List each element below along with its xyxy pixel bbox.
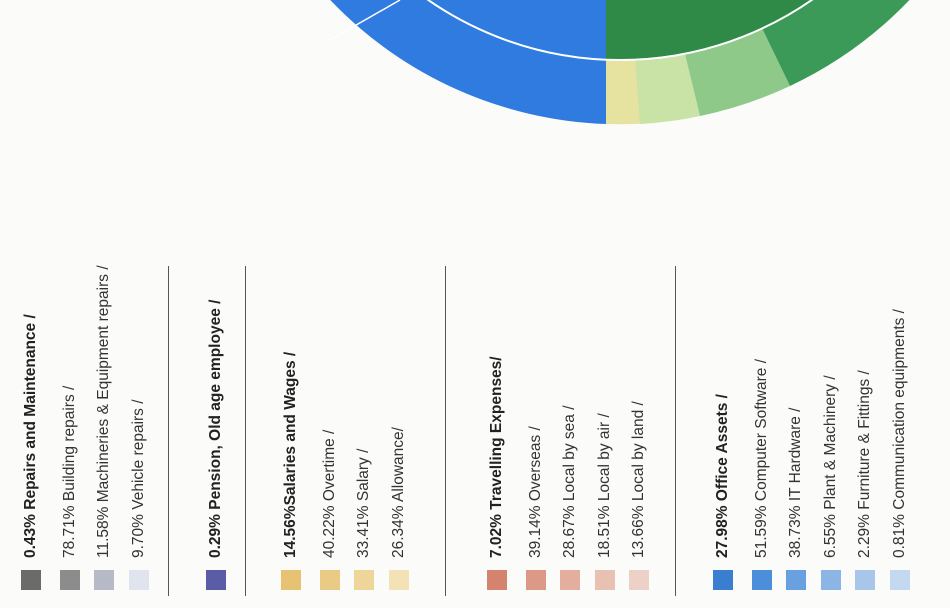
legend-item: 38.73% IT Hardware /: [785, 408, 807, 590]
section-title: 7.02% Travelling Expenses/: [488, 356, 505, 558]
color-swatch: [94, 570, 114, 590]
color-swatch: [59, 570, 80, 590]
separator-line: [168, 266, 169, 596]
item-label: 51.59% Computer Software /: [752, 358, 770, 558]
section-header: 0.43% Repairs and Maintenance /: [20, 314, 42, 590]
item-label: 6.55% Plant & Machinery /: [821, 375, 839, 558]
donut-segment: [330, 0, 606, 124]
color-swatch: [594, 570, 615, 590]
legend-item: 18.51% Local by air /: [594, 413, 616, 590]
item-label: 18.51% Local by air /: [595, 413, 613, 558]
legend-item: 0.81% Communication equipments /: [889, 309, 911, 590]
color-swatch: [820, 570, 841, 590]
color-swatch: [560, 570, 580, 590]
legend-item: 13.66% Local by land /: [628, 401, 650, 590]
section-header: 14.56%Salaries and Wages /: [280, 352, 302, 590]
legend-item: 39.14% Overseas /: [525, 426, 547, 590]
legend-item: 33.41% Salary /: [353, 449, 375, 590]
legend-item: 11.58% Machineries & Equipment repairs /: [93, 265, 115, 590]
section-header: 27.98% Office Assets /: [712, 394, 734, 590]
color-swatch: [786, 570, 806, 590]
item-label: 11.58% Machineries & Equipment repairs /: [95, 265, 112, 558]
legend-item: 9.70% Vehicle repairs /: [128, 399, 150, 590]
color-swatch: [525, 570, 546, 590]
item-label: 13.66% Local by land /: [630, 401, 647, 558]
color-swatch: [281, 570, 301, 590]
color-swatch: [319, 570, 340, 590]
donut-segment: [760, 0, 910, 86]
item-label: 9.70% Vehicle repairs /: [129, 399, 147, 558]
color-swatch: [354, 570, 374, 590]
donut-segment: [635, 50, 700, 124]
color-swatch: [629, 570, 649, 590]
item-label: 28.67% Local by sea /: [561, 405, 578, 558]
item-label: 39.14% Overseas /: [526, 426, 544, 558]
color-swatch: [713, 570, 733, 590]
legend-item: 26.34% Allowance/: [388, 427, 410, 590]
legend-item: 51.59% Computer Software /: [751, 359, 773, 590]
item-label: 0.81% Communication equipments /: [890, 309, 908, 558]
item-label: 26.34% Allowance/: [389, 427, 407, 558]
color-swatch: [889, 570, 910, 590]
donut-ring-line: [426, 0, 814, 61]
color-swatch: [751, 570, 772, 590]
color-swatch: [487, 570, 507, 590]
item-label: 38.73% IT Hardware /: [787, 407, 804, 558]
color-swatch: [206, 570, 226, 590]
item-label: 78.71% Building repairs /: [60, 385, 78, 558]
separator-line: [245, 266, 246, 596]
separator-line: [675, 266, 676, 596]
section-header: 0.29% Pension, Old age employee /: [205, 300, 227, 590]
color-swatch: [21, 570, 41, 590]
section-header: 7.02% Travelling Expenses/: [486, 356, 508, 590]
section-title: 27.98% Office Assets /: [714, 394, 731, 558]
legend-item: 28.67% Local by sea /: [559, 405, 581, 590]
item-label: 40.22% Overtime /: [320, 429, 338, 558]
donut-divider: [329, 0, 401, 41]
legend-item: 2.29% Furniture & Fittings /: [854, 370, 876, 590]
section-title: 0.29% Pension, Old age employee /: [207, 299, 224, 558]
color-swatch: [128, 570, 149, 590]
item-label: 33.41% Salary /: [355, 448, 372, 558]
color-swatch: [855, 570, 875, 590]
section-title: 0.43% Repairs and Maintenance /: [22, 314, 39, 558]
separator-line: [445, 266, 446, 596]
donut-inner: [606, 0, 811, 60]
color-swatch: [388, 570, 409, 590]
item-label: 2.29% Furniture & Fittings /: [856, 370, 873, 558]
legend-item: 40.22% Overtime /: [319, 430, 341, 590]
section-title: 14.56%Salaries and Wages /: [282, 351, 299, 558]
legend-item: 6.55% Plant & Machinery /: [820, 375, 842, 590]
legend-item: 78.71% Building repairs /: [59, 386, 81, 590]
